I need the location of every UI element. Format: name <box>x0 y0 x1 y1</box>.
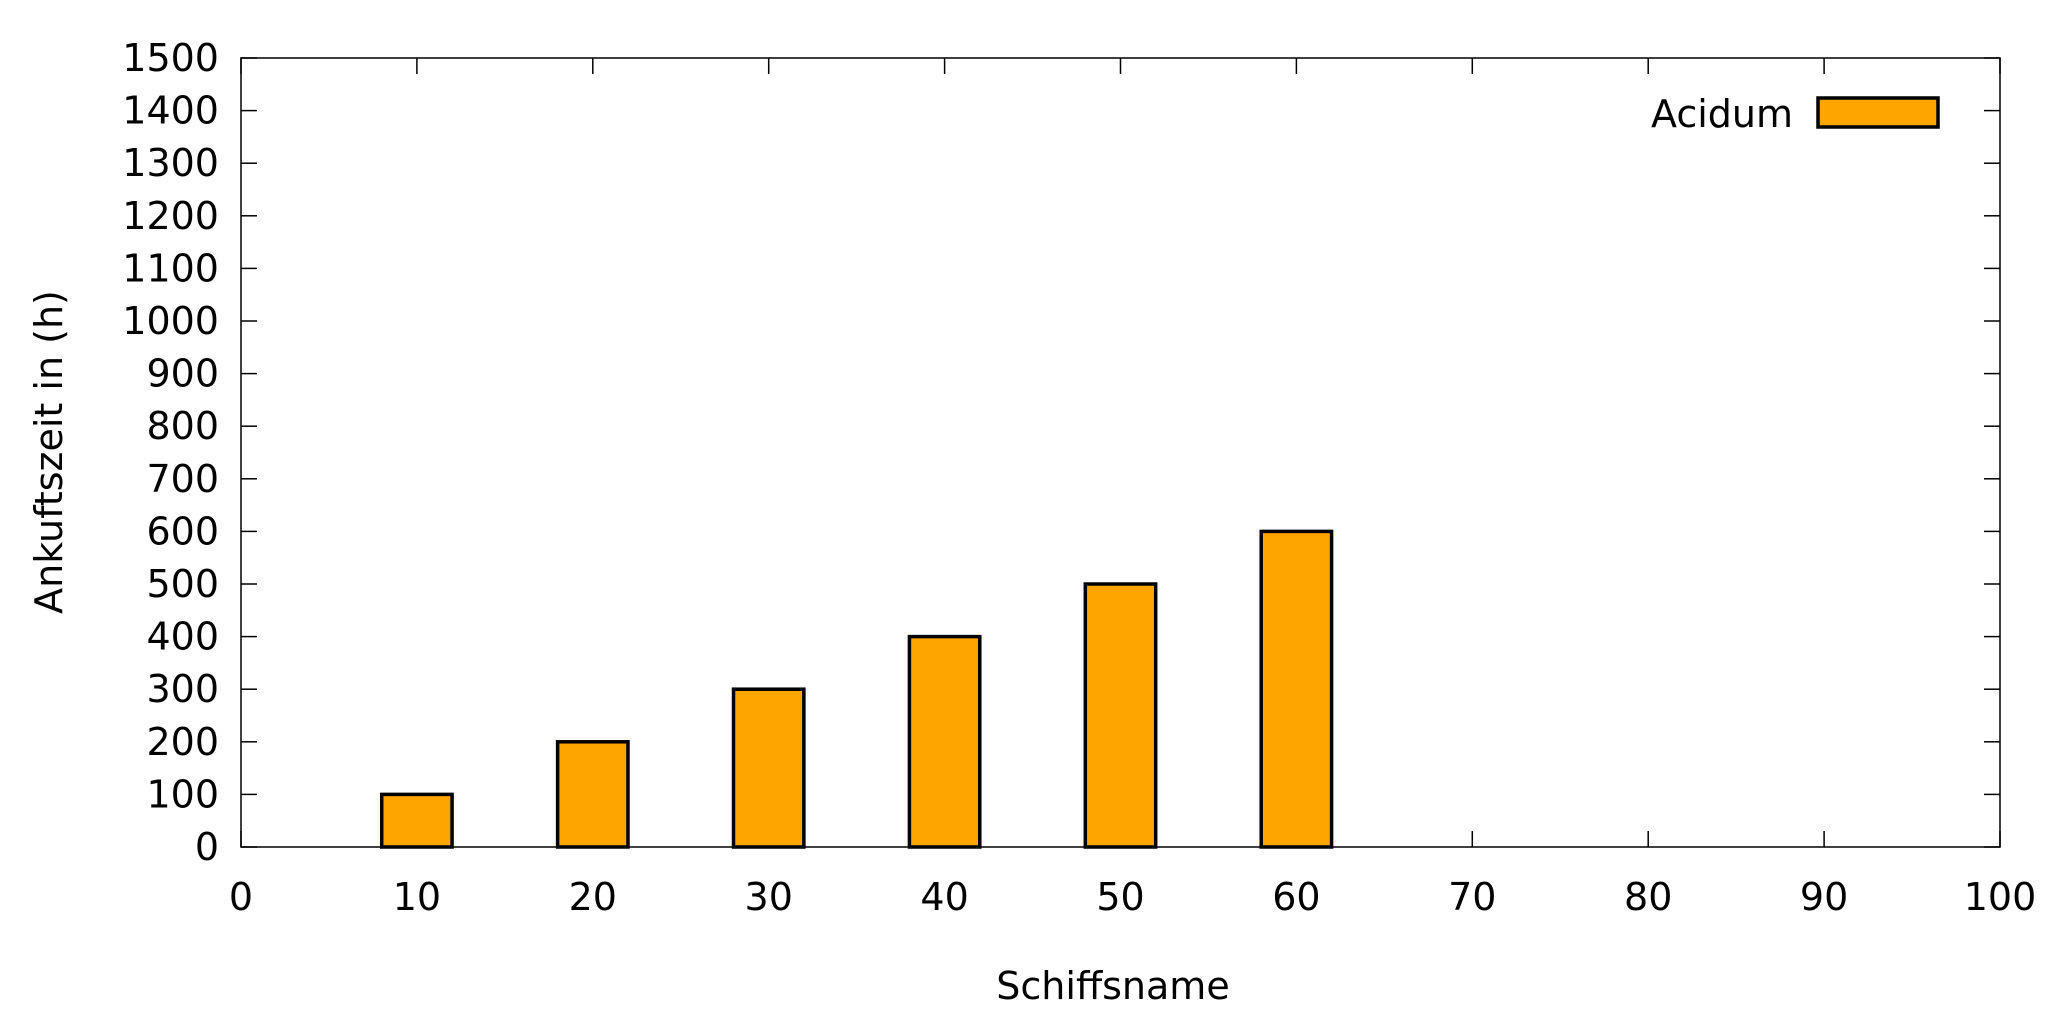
x-tick-label: 10 <box>393 875 441 919</box>
x-tick-label: 100 <box>1964 875 2037 919</box>
y-tick-label: 100 <box>146 772 219 816</box>
x-tick-label: 40 <box>920 875 968 919</box>
y-tick-label: 500 <box>146 562 219 606</box>
legend-swatch <box>1816 96 1940 129</box>
x-tick-label: 60 <box>1272 875 1320 919</box>
bars-group <box>379 529 1334 849</box>
y-tick-label: 800 <box>146 404 219 448</box>
legend-label: Acidum <box>1651 92 1793 136</box>
y-tick-label: 900 <box>146 352 219 396</box>
y-tick-label: 700 <box>146 457 219 501</box>
x-tick-label: 70 <box>1448 875 1496 919</box>
y-axis-title: Ankuftszeit in (h) <box>27 290 71 614</box>
x-tick-label: 30 <box>745 875 793 919</box>
legend: Acidum <box>1651 92 1940 136</box>
x-tick-label: 90 <box>1800 875 1848 919</box>
y-tick-label: 1400 <box>122 89 219 133</box>
x-tick-label: 0 <box>229 875 253 919</box>
x-axis-ticks: 0 10 20 30 40 50 60 70 80 90 100 <box>229 58 2036 919</box>
y-tick-label: 400 <box>146 615 219 659</box>
y-tick-label: 300 <box>146 667 219 711</box>
y-tick-label: 1200 <box>122 194 219 238</box>
x-axis-title: Schiffsname <box>996 964 1229 1008</box>
y-tick-label: 600 <box>146 509 219 553</box>
x-tick-label: 80 <box>1624 875 1672 919</box>
y-tick-label: 1000 <box>122 299 219 343</box>
y-tick-label: 1300 <box>122 141 219 185</box>
y-tick-label: 1500 <box>122 36 219 80</box>
x-tick-label: 20 <box>569 875 617 919</box>
y-tick-label: 0 <box>195 825 219 869</box>
x-tick-label: 50 <box>1096 875 1144 919</box>
y-tick-label: 200 <box>146 720 219 764</box>
bar <box>555 740 630 849</box>
bar <box>1259 529 1334 849</box>
y-axis-ticks: 0 100 200 300 400 500 600 700 800 900 1000 1100 1200… <box>122 36 2000 869</box>
bar <box>907 634 982 849</box>
bar <box>379 792 454 849</box>
bar <box>1083 582 1158 849</box>
y-tick-label: 1100 <box>122 246 219 290</box>
bar <box>731 687 806 849</box>
